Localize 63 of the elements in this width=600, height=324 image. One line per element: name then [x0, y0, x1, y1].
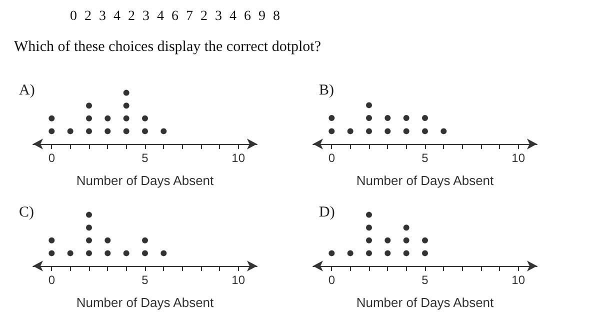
point: [123, 128, 130, 134]
x-tick-label: 10: [232, 151, 246, 165]
chart-title: C): [19, 204, 34, 220]
x-tick-label: 0: [48, 273, 56, 287]
point: [422, 250, 428, 256]
point: [160, 250, 167, 256]
point: [123, 90, 130, 96]
point: [160, 128, 167, 134]
point: [104, 237, 111, 244]
chart-title: D): [319, 204, 335, 220]
point: [48, 250, 55, 256]
x-axis-title: Number of Days Absent: [356, 295, 494, 310]
text: 0 2 3 4 2 3 4 6 7 2 3 4 6 9 8: [69, 8, 281, 25]
point: [366, 237, 372, 244]
x-tick-label: 0: [328, 151, 336, 165]
point: [86, 102, 92, 109]
point: [328, 250, 335, 256]
point: [347, 250, 354, 256]
point: [86, 115, 92, 122]
x-tick-label: 0: [48, 151, 56, 165]
point: [142, 115, 148, 122]
point: [403, 224, 410, 231]
point: [48, 115, 55, 122]
text: Which of these choices display the correct dotplot?: [13, 38, 322, 56]
point: [384, 237, 391, 244]
point: [366, 224, 372, 231]
x-tick-label: 5: [142, 151, 149, 165]
point: [403, 250, 410, 256]
x-axis-title: Number of Days Absent: [76, 173, 214, 188]
point: [104, 115, 111, 122]
x-tick-label: 5: [142, 273, 149, 287]
x-tick-label: 10: [512, 273, 526, 287]
point: [104, 250, 111, 256]
point: [384, 250, 391, 256]
point: [86, 212, 92, 218]
point: [142, 250, 148, 256]
point: [86, 237, 92, 244]
point: [86, 128, 92, 134]
point: [142, 237, 148, 244]
chart-title: B): [319, 82, 334, 98]
point: [48, 237, 55, 244]
point: [142, 128, 148, 134]
x-tick-label: 10: [512, 151, 526, 165]
x-tick-label: 10: [232, 273, 246, 287]
point: [403, 237, 410, 244]
x-tick-label: 5: [422, 273, 429, 287]
point: [422, 237, 428, 244]
x-tick-label: 0: [328, 273, 336, 287]
point: [123, 102, 130, 109]
x-axis-title: Number of Days Absent: [76, 295, 214, 310]
point: [48, 128, 55, 134]
point: [67, 250, 74, 256]
point: [104, 128, 111, 134]
point: [366, 250, 372, 256]
x-axis-title: Number of Days Absent: [356, 173, 494, 188]
point: [86, 224, 92, 231]
x-tick-label: 5: [422, 151, 429, 165]
point: [123, 250, 130, 256]
point: [86, 250, 92, 256]
point: [123, 115, 130, 122]
point: [366, 212, 372, 218]
point: [67, 128, 74, 134]
chart-title: A): [19, 82, 35, 98]
